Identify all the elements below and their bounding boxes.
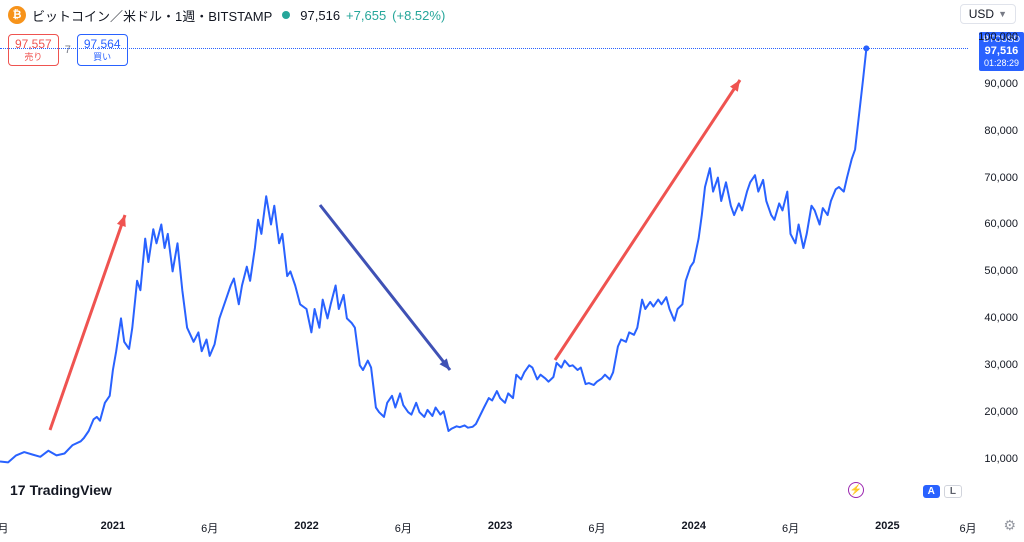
x-tick-label: 2023 (488, 520, 512, 532)
x-tick-label: 6月 (959, 520, 976, 536)
x-tick-label: 6月 (395, 520, 412, 536)
y-tick-label: 30,000 (984, 359, 1018, 371)
y-tick-label: 40,000 (984, 312, 1018, 324)
y-tick-label: 90,000 (984, 78, 1018, 90)
x-tick-label: 2021 (101, 520, 125, 532)
tradingview-icon: 17 (10, 482, 26, 498)
price-chart[interactable] (0, 0, 968, 502)
auto-scale-badge[interactable]: A (923, 485, 940, 498)
y-tick-label: 60,000 (984, 218, 1018, 230)
x-tick-label: 2025 (875, 520, 899, 532)
y-tick-label: 20,000 (984, 406, 1018, 418)
settings-gear-icon[interactable]: ⚙ (1003, 517, 1016, 534)
y-axis[interactable]: 100,000 90,000 80,000 70,000 60,000 50,000 40,… (968, 0, 1024, 502)
y-tick-label: 70,000 (984, 172, 1018, 184)
flash-icon[interactable]: ⚡ (848, 482, 864, 498)
tradingview-logo[interactable]: 17 TradingView (10, 482, 112, 498)
y-tick-label: 100,000 (978, 31, 1018, 43)
scale-badges: A L (923, 485, 962, 498)
x-tick-label: 6月 (201, 520, 218, 536)
x-tick-label: 2022 (294, 520, 318, 532)
x-tick-label: 6月 (588, 520, 605, 536)
x-tick-label: 2024 (681, 520, 705, 532)
x-tick-label: 6月 (782, 520, 799, 536)
y-tick-label: 10,000 (984, 453, 1018, 465)
y-tick-label: 50,000 (984, 265, 1018, 277)
tradingview-text: TradingView (30, 482, 112, 498)
current-price-line (0, 48, 968, 49)
log-scale-badge[interactable]: L (944, 485, 962, 498)
x-tick-label: 6月 (0, 520, 9, 536)
y-tick-label: 80,000 (984, 125, 1018, 137)
